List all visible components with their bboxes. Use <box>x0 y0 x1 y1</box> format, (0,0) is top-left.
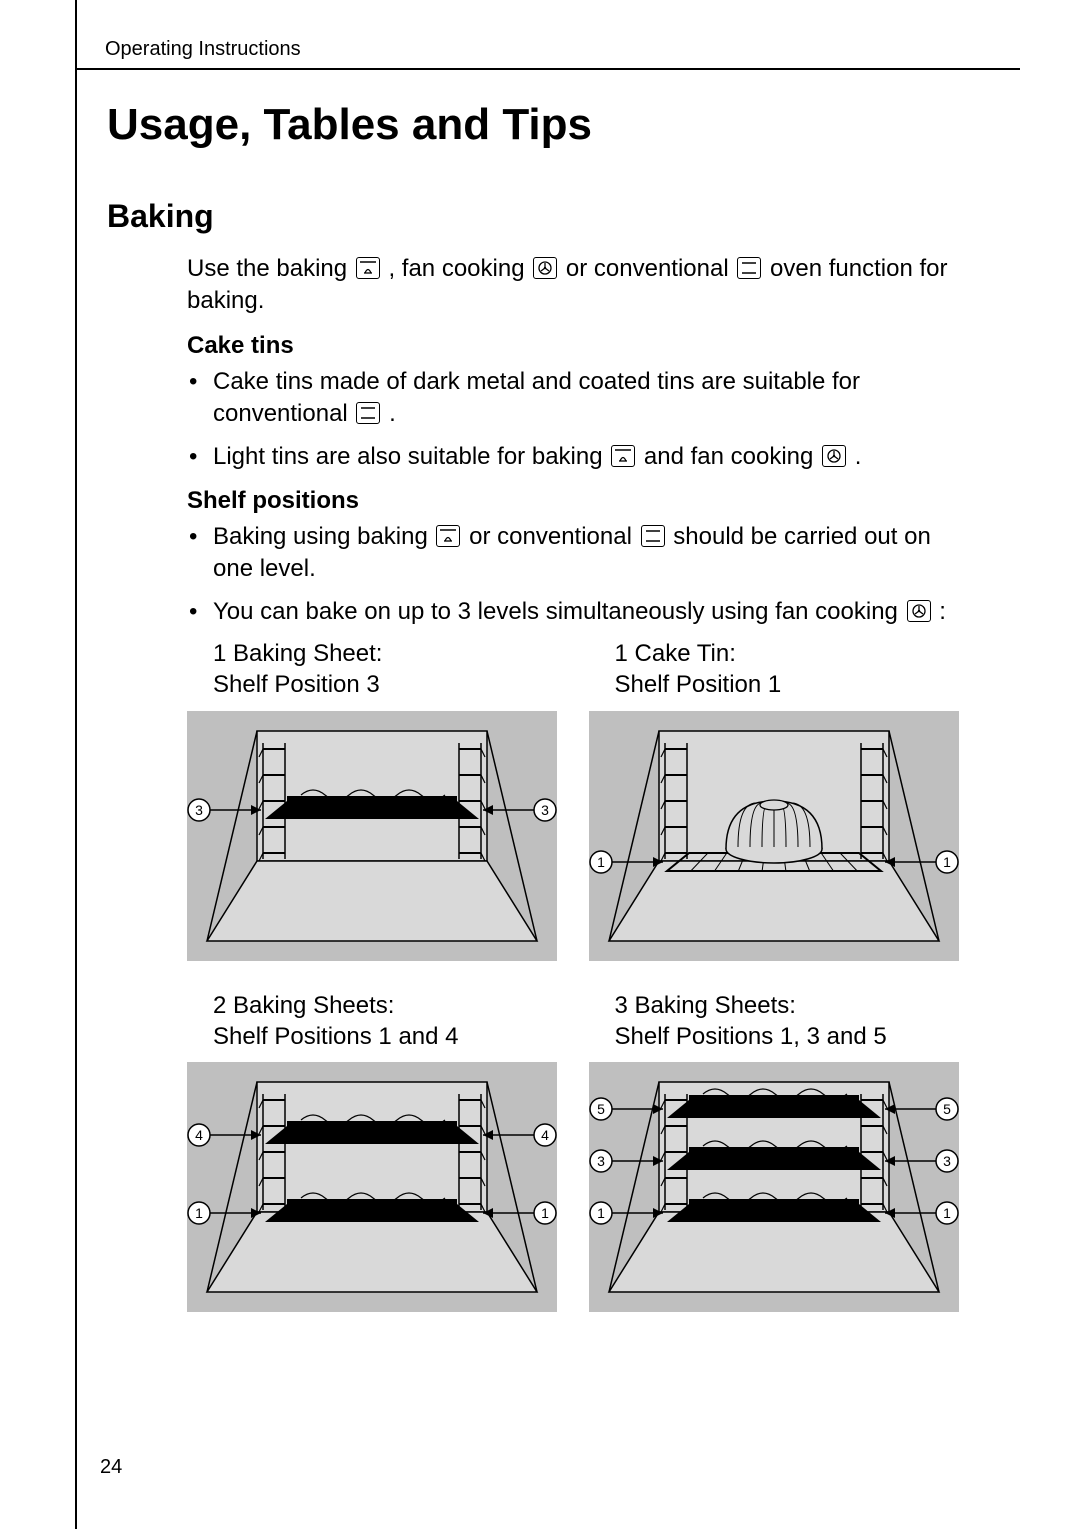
svg-text:1: 1 <box>195 1205 203 1221</box>
fan-cooking-icon <box>822 445 846 467</box>
subhead-shelf-positions: Shelf positions <box>187 487 960 515</box>
oven-diagram: 11 <box>589 711 959 961</box>
diagram-grid: 1 Baking Sheet:Shelf Position 3331 Cake … <box>187 638 960 1317</box>
oven-diagram: 33 <box>187 711 557 961</box>
text: and fan cooking <box>644 443 820 470</box>
section-title: Baking <box>107 198 960 235</box>
svg-text:1: 1 <box>597 1205 605 1221</box>
baking-icon <box>356 257 380 279</box>
baking-icon <box>611 445 635 467</box>
diagram-label: 3 Baking Sheets:Shelf Positions 1, 3 and… <box>589 990 961 1052</box>
subhead-cake-tins: Cake tins <box>187 332 960 360</box>
text: or conventional <box>566 255 735 282</box>
conventional-icon <box>737 257 761 279</box>
page-frame: Usage, Tables and Tips Baking Use the ba… <box>75 0 1020 1529</box>
conventional-icon <box>641 525 665 547</box>
text: Use the baking <box>187 255 354 282</box>
baking-icon <box>436 525 460 547</box>
diagram-label: 2 Baking Sheets:Shelf Positions 1 and 4 <box>187 990 559 1052</box>
list-item: Light tins are also suitable for baking … <box>187 441 960 473</box>
diagram-label: 1 Baking Sheet:Shelf Position 3 <box>187 638 559 700</box>
content: Usage, Tables and Tips Baking Use the ba… <box>77 40 1020 1317</box>
text: . <box>855 443 862 470</box>
intro-paragraph: Use the baking , fan cooking or conventi… <box>187 253 960 318</box>
text: You can bake on up to 3 levels simultane… <box>213 598 905 625</box>
text: Baking using baking <box>213 523 434 550</box>
diagram-cell: 3 Baking Sheets:Shelf Positions 1, 3 and… <box>589 990 961 1317</box>
section-body: Use the baking , fan cooking or conventi… <box>187 253 960 1317</box>
svg-text:4: 4 <box>195 1127 203 1143</box>
list-item: Baking using baking or conventional shou… <box>187 521 960 586</box>
svg-text:4: 4 <box>541 1127 549 1143</box>
text: Light tins are also suitable for baking <box>213 443 609 470</box>
text: . <box>389 400 396 427</box>
list-item: You can bake on up to 3 levels simultane… <box>187 596 960 628</box>
svg-text:3: 3 <box>195 802 203 818</box>
diagram-cell: 1 Baking Sheet:Shelf Position 333 <box>187 638 559 965</box>
fan-cooking-icon <box>907 600 931 622</box>
svg-text:5: 5 <box>597 1101 605 1117</box>
oven-diagram: 1 1 3 3 5 5 <box>589 1062 959 1312</box>
svg-text:1: 1 <box>943 1205 951 1221</box>
shelf-positions-list: Baking using baking or conventional shou… <box>187 521 960 628</box>
page-title: Usage, Tables and Tips <box>107 100 960 150</box>
svg-text:1: 1 <box>943 854 951 870</box>
text: , fan cooking <box>388 255 531 282</box>
diagram-cell: 1 Cake Tin:Shelf Position 111 <box>589 638 961 965</box>
text: Cake tins made of dark metal and coated … <box>213 368 860 427</box>
page-number: 24 <box>100 1456 122 1479</box>
cake-tins-list: Cake tins made of dark metal and coated … <box>187 366 960 473</box>
fan-cooking-icon <box>533 257 557 279</box>
list-item: Cake tins made of dark metal and coated … <box>187 366 960 431</box>
svg-text:3: 3 <box>943 1153 951 1169</box>
svg-text:1: 1 <box>541 1205 549 1221</box>
oven-diagram: 1 1 4 4 <box>187 1062 557 1312</box>
text: : <box>939 598 946 625</box>
diagram-label: 1 Cake Tin:Shelf Position 1 <box>589 638 961 700</box>
svg-text:1: 1 <box>597 854 605 870</box>
svg-text:3: 3 <box>541 802 549 818</box>
diagram-cell: 2 Baking Sheets:Shelf Positions 1 and 4 1… <box>187 990 559 1317</box>
text: or conventional <box>469 523 638 550</box>
svg-text:3: 3 <box>597 1153 605 1169</box>
conventional-icon <box>356 402 380 424</box>
svg-text:5: 5 <box>943 1101 951 1117</box>
